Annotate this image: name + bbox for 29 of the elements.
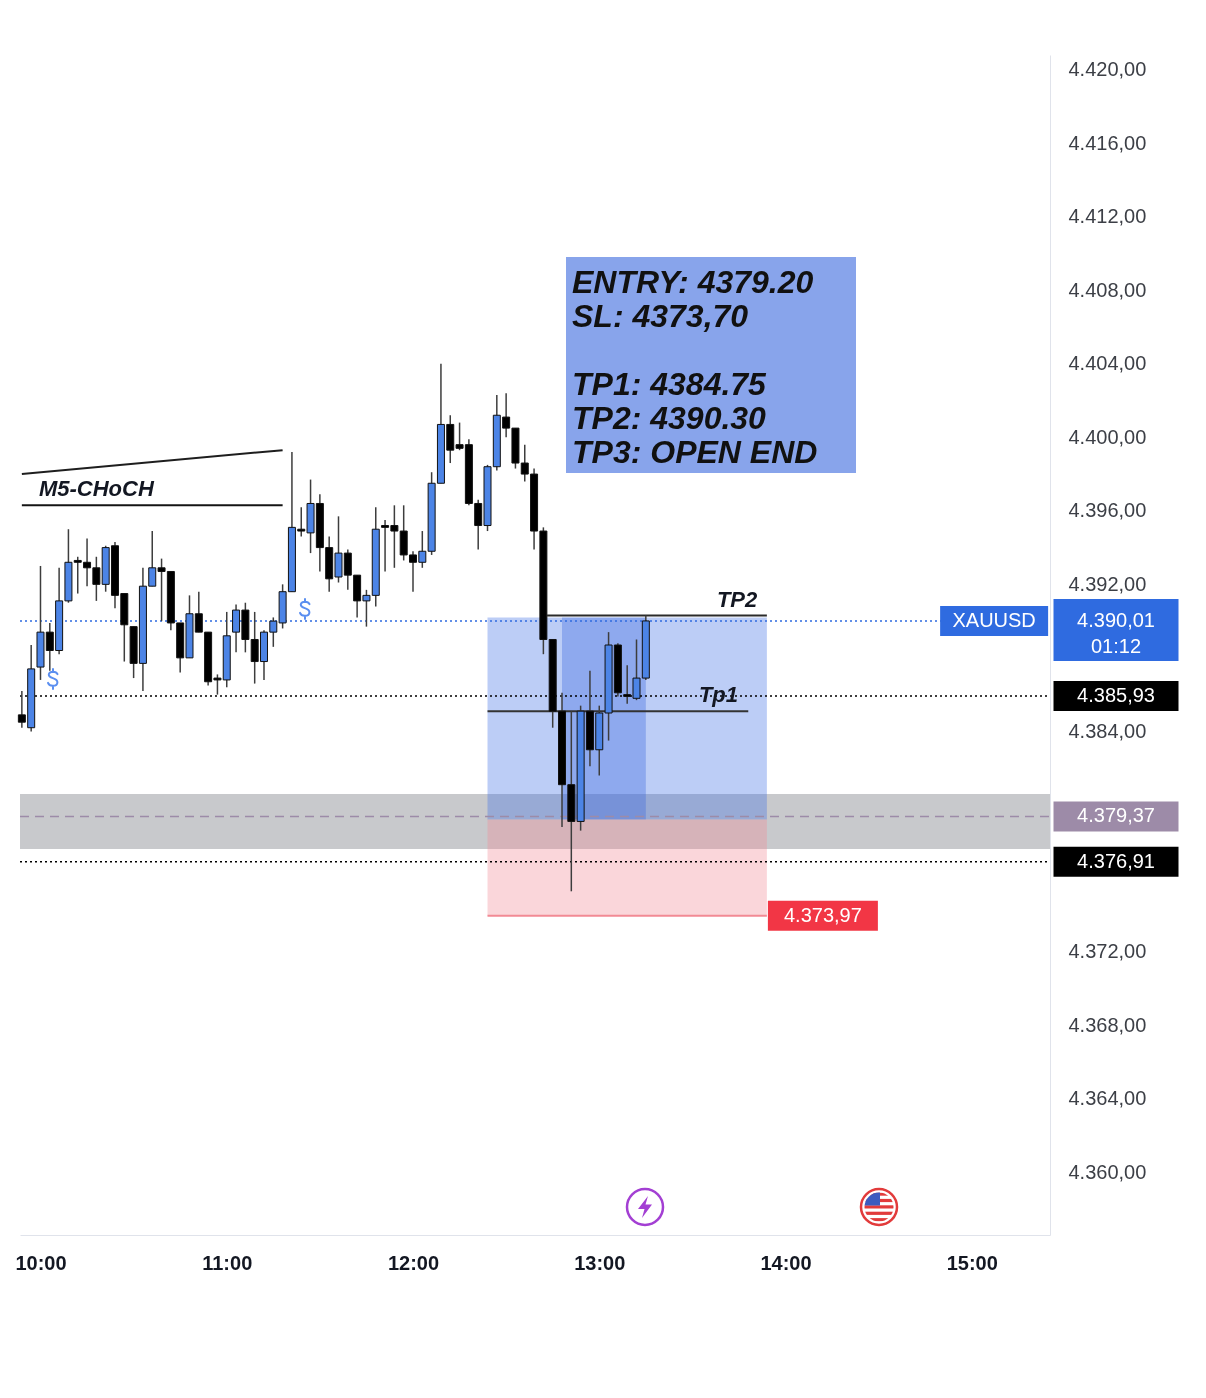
y-tick-label: 4.392,00 <box>1068 572 1147 595</box>
ref-line-label: 4.385,93 <box>1077 683 1155 706</box>
annotation: 4.373,97 <box>783 903 862 926</box>
x-tick-label: 13:00 <box>574 1251 626 1274</box>
y-tick-label: 4.404,00 <box>1068 352 1147 375</box>
y-tick-label: 4.360,00 <box>1068 1161 1147 1184</box>
y-tick-label: 4.408,00 <box>1068 278 1147 301</box>
x-tick-label: 12:00 <box>387 1251 440 1274</box>
ref-line-label: 4.390,01 01:12 <box>1077 608 1155 657</box>
y-tick-label: 4.396,00 <box>1068 499 1147 522</box>
ref-line-label: 4.376,91 <box>1077 849 1155 872</box>
note-box: ENTRY: 4379.20 SL: 4373,70 TP1: 4384.75 TP2: 4390.30 TP3: OPEN END <box>566 257 856 473</box>
x-tick-label: 11:00 <box>202 1251 253 1274</box>
annotation: XAUUSD <box>952 608 1036 631</box>
y-tick-label: 4.416,00 <box>1068 131 1147 154</box>
ref-line-label: 4.379,37 <box>1077 804 1155 827</box>
x-tick-label: 15:00 <box>946 1251 998 1274</box>
y-tick-label: 4.372,00 <box>1068 940 1147 963</box>
y-tick-label: 4.364,00 <box>1068 1087 1147 1110</box>
y-tick-label: 4.400,00 <box>1068 425 1147 448</box>
x-tick-label: 14:00 <box>760 1251 812 1274</box>
y-tick-label: 4.420,00 <box>1068 58 1147 81</box>
annotation: M5-CHoCH <box>38 476 155 502</box>
y-tick-label: 4.412,00 <box>1068 205 1147 228</box>
y-tick-label: 4.384,00 <box>1068 719 1147 742</box>
x-tick-label: 10:00 <box>15 1251 67 1274</box>
y-tick-label: 4.368,00 <box>1068 1013 1147 1036</box>
annotation: TP2 <box>716 586 759 612</box>
annotation: Tp1 <box>698 682 739 708</box>
